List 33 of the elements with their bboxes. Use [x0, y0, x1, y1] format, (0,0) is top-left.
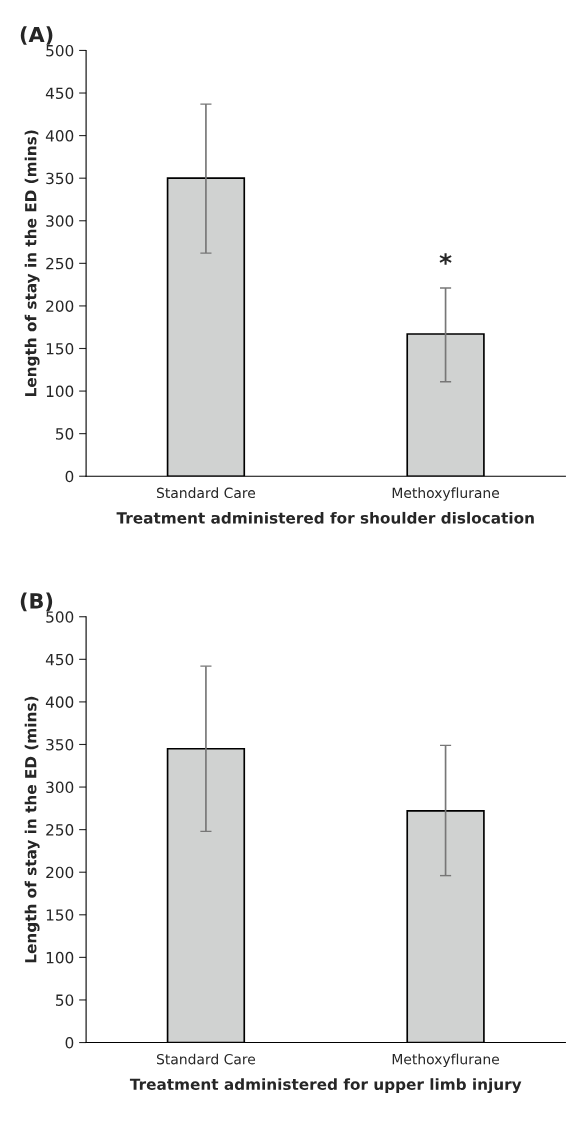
y-tick-label: 300: [46, 781, 74, 794]
y-tick-label: 500: [46, 611, 74, 623]
y-axis-title: Length of stay in the ED (mins): [24, 130, 40, 397]
chart-title: (B): [20, 592, 53, 612]
y-tick-label: 200: [46, 300, 74, 312]
y-tick-label: 400: [45, 696, 74, 708]
y-tick-label: 50: [56, 994, 74, 1006]
y-tick-label: 250: [46, 257, 74, 270]
y-axis-title: Length of stay in the ED (mins): [24, 696, 40, 963]
annotation: *: [439, 253, 452, 265]
y-tick-label: 100: [46, 951, 74, 964]
x-axis-title: Treatment administered for shoulder dislocation: [116, 511, 534, 524]
y-tick-label: 350: [46, 172, 74, 185]
y-tick-label: 450: [45, 87, 74, 100]
y-tick-label: 450: [45, 653, 74, 666]
y-tick-label: 0: [65, 470, 74, 483]
y-tick-label: 150: [46, 342, 74, 355]
x-tick-label: Standard Care: [156, 487, 256, 499]
x-tick-label: Methoxyflurane: [392, 1053, 500, 1068]
x-tick-label: Standard Care: [156, 1053, 256, 1065]
y-tick-label: 50: [56, 428, 74, 440]
y-tick-label: 0: [65, 1037, 74, 1049]
y-tick-label: 400: [45, 130, 74, 142]
y-tick-label: 150: [46, 909, 74, 921]
y-tick-label: 300: [46, 215, 74, 227]
y-tick-label: 250: [46, 824, 74, 836]
y-tick-label: 350: [46, 738, 74, 751]
y-tick-label: 200: [46, 866, 74, 879]
x-tick-label: Methoxyflurane: [392, 487, 500, 501]
x-axis-title: Treatment administered for upper limb injury: [129, 1078, 522, 1094]
y-tick-label: 500: [46, 44, 74, 57]
y-tick-label: 100: [46, 385, 74, 398]
chart-title: (A): [20, 26, 53, 45]
